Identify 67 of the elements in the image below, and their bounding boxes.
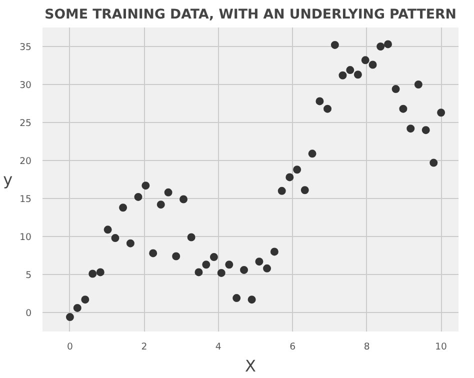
y-tick-label: 10: [20, 232, 32, 243]
point: [66, 313, 74, 322]
x-axis-title: X: [245, 356, 256, 376]
point: [368, 60, 377, 69]
y-tick-label: 20: [20, 156, 32, 167]
point: [156, 200, 165, 209]
point: [414, 80, 422, 88]
point: [187, 233, 196, 242]
point: [149, 249, 158, 258]
point: [392, 85, 400, 94]
point: [240, 266, 248, 274]
x-tick-label: 2: [141, 342, 148, 352]
point: [248, 296, 256, 304]
point: [73, 304, 82, 312]
y-tick-label: 0: [26, 308, 32, 319]
point: [180, 195, 188, 204]
point: [422, 126, 430, 134]
point: [119, 204, 128, 212]
point: [111, 234, 120, 242]
x-tick-label: 6: [290, 342, 296, 352]
point: [96, 268, 104, 276]
point: [293, 166, 302, 174]
point: [346, 66, 354, 74]
point: [263, 264, 272, 272]
point: [430, 158, 438, 167]
y-tick-label: 30: [20, 80, 32, 91]
point: [202, 260, 210, 269]
y-tick-label: 35: [20, 42, 32, 53]
point: [338, 71, 347, 80]
point: [316, 97, 324, 106]
point: [232, 294, 241, 302]
point: [255, 258, 264, 266]
y-tick-label: 15: [20, 194, 32, 205]
point: [354, 70, 362, 79]
point: [399, 104, 408, 113]
point: [88, 270, 97, 278]
point: [361, 56, 370, 64]
point: [142, 182, 150, 190]
point: [384, 40, 392, 48]
point: [104, 226, 112, 234]
point: [324, 104, 332, 113]
y-tick-label: 25: [20, 118, 32, 129]
point: [225, 260, 234, 269]
x-tick-label: 0: [66, 342, 73, 352]
point: [270, 248, 278, 256]
point: [172, 252, 180, 260]
point: [126, 239, 134, 248]
point: [194, 268, 203, 276]
point: [406, 124, 415, 133]
point: [286, 173, 294, 182]
point: [210, 253, 218, 262]
point: [437, 108, 446, 117]
point: [376, 42, 385, 50]
x-tick-label: 8: [364, 342, 370, 352]
point: [278, 186, 286, 195]
point: [217, 268, 226, 277]
point: [134, 192, 142, 201]
point: [330, 40, 339, 49]
point: [164, 188, 172, 196]
point: [81, 296, 90, 304]
x-tick-label: 4: [215, 342, 222, 352]
chart-title: SOME TRAINING DATA, WITH AN UNDERLYING PATTERN: [44, 8, 456, 22]
y-axis-title: y: [3, 170, 13, 189]
point: [300, 186, 309, 194]
y-tick-label: 5: [26, 270, 32, 281]
x-tick-label: 10: [435, 342, 448, 352]
point: [308, 150, 316, 158]
